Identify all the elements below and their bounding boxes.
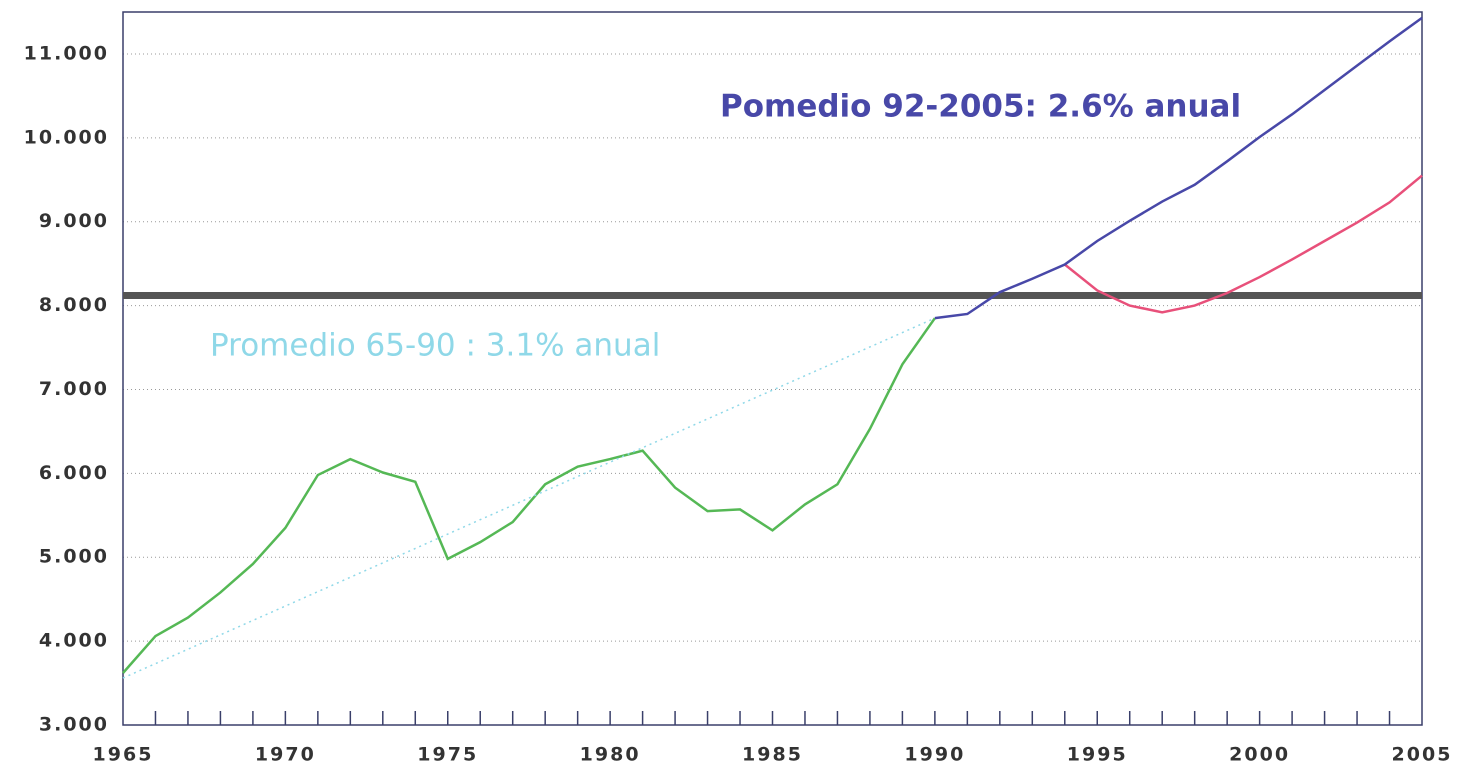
x-tick-label: 2005 [1392,744,1453,766]
annotation: Promedio 65-90 : 3.1% anual [210,328,660,364]
x-tick-label: 1990 [904,744,965,766]
y-tick-label: 6.000 [39,462,109,484]
x-tick-label: 1985 [742,744,803,766]
x-tick-label: 1970 [255,744,316,766]
annotation: Pomedio 92-2005: 2.6% anual [720,89,1241,125]
x-tick-label: 1965 [93,744,154,766]
series-line [122,317,936,679]
y-tick-label: 7.000 [39,378,109,400]
series-line [122,317,936,674]
x-tick-label: 1975 [417,744,478,766]
x-tick-label: 1980 [580,744,641,766]
y-tick-label: 10.000 [24,126,109,148]
y-tick-label: 9.000 [39,210,109,232]
y-tick-label: 5.000 [39,546,109,568]
x-tick-label: 1995 [1067,744,1128,766]
x-tick-label: 2000 [1229,744,1290,766]
series-line [1063,174,1423,314]
y-tick-label: 4.000 [39,630,109,652]
y-tick-label: 11.000 [24,42,109,64]
plot-frame [122,11,1423,726]
y-tick-label: 3.000 [39,714,109,736]
y-tick-label: 8.000 [39,294,109,316]
series-line [934,16,1423,320]
